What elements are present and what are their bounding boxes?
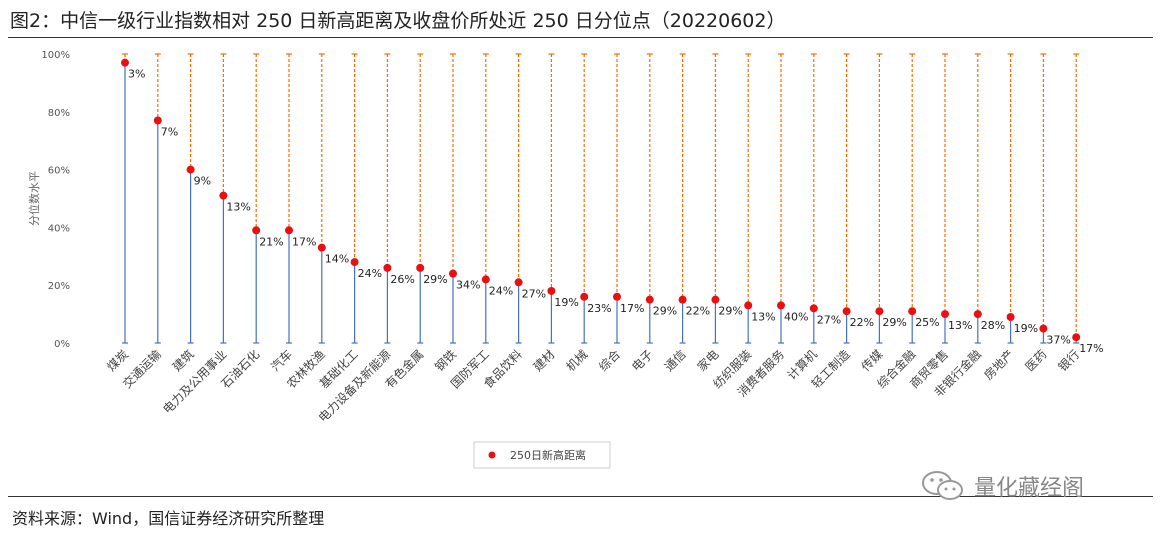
data-label: 29%: [423, 273, 447, 286]
data-label: 40%: [784, 310, 808, 323]
data-label: 37%: [1046, 334, 1070, 347]
watermark: 量化藏经阁: [920, 468, 1084, 504]
data-label: 17%: [292, 235, 316, 248]
category-label: 煤炭: [104, 347, 131, 374]
data-label: 27%: [817, 313, 841, 326]
data-label: 3%: [128, 68, 145, 81]
data-point: [580, 292, 589, 301]
data-label: 21%: [259, 235, 283, 248]
data-label: 7%: [161, 125, 178, 138]
data-label: 25%: [915, 316, 939, 329]
watermark-text: 量化藏经阁: [974, 476, 1085, 501]
y-axis-label: 分位数水平: [27, 171, 41, 226]
data-label: 19%: [1014, 322, 1038, 335]
data-point: [875, 307, 884, 316]
data-label: 14%: [325, 253, 349, 266]
data-point: [383, 263, 392, 272]
y-tick-label: 40%: [48, 223, 70, 234]
data-point: [186, 165, 195, 174]
y-tick-label: 60%: [48, 166, 70, 177]
y-tick-label: 100%: [41, 50, 70, 61]
data-point: [481, 275, 490, 284]
data-point: [285, 226, 293, 235]
data-point: [777, 301, 785, 310]
data-point: [416, 263, 425, 272]
wechat-icon: [922, 471, 963, 500]
category-label: 综合: [596, 347, 624, 375]
legend-label: 250日新高距离: [510, 448, 586, 462]
chart-area: 分位数水平0%20%40%60%80%100%3%煤炭7%交通运输9%建筑13%…: [27, 50, 1104, 469]
data-label: 17%: [1079, 342, 1103, 355]
legend-box: [473, 441, 611, 469]
data-point: [678, 295, 687, 304]
source-note: 资料来源：Wind，国信证券经济研究所整理: [12, 509, 325, 528]
category-label: 钢铁: [432, 347, 459, 374]
data-label: 29%: [653, 305, 677, 318]
data-point: [941, 310, 949, 319]
category-label: 通信: [662, 347, 689, 374]
chart-title: 图2：中信一级行业指数相对 250 日新高距离及收盘价所处近 250 日分位点（…: [10, 10, 786, 32]
category-label: 家电: [694, 347, 722, 375]
data-point: [1006, 312, 1015, 321]
data-point: [252, 226, 261, 235]
category-label: 房地产: [981, 347, 1017, 383]
data-label: 13%: [226, 201, 250, 214]
data-label: 24%: [358, 267, 382, 280]
data-label: 9%: [194, 175, 211, 188]
data-point: [1072, 333, 1081, 342]
data-label: 22%: [850, 316, 874, 329]
category-label: 传媒: [858, 347, 886, 375]
category-label: 汽车: [268, 347, 296, 375]
data-label: 13%: [948, 319, 972, 332]
data-label: 13%: [751, 310, 775, 323]
data-label: 28%: [981, 319, 1005, 332]
category-label: 机械: [563, 347, 591, 375]
data-point: [514, 278, 523, 287]
data-point: [153, 116, 162, 125]
data-point: [449, 269, 457, 278]
top-divider: [8, 37, 1153, 38]
y-tick-label: 0%: [54, 339, 70, 350]
data-point: [908, 307, 917, 316]
category-label: 电子: [629, 347, 656, 374]
data-point: [547, 286, 556, 295]
data-point: [317, 243, 326, 252]
data-label: 29%: [882, 316, 906, 329]
bottom-divider: [8, 496, 1153, 497]
data-point: [842, 307, 851, 316]
data-label: 23%: [587, 302, 611, 315]
category-label: 建筑: [169, 347, 197, 375]
data-point: [809, 304, 818, 313]
data-point: [121, 58, 129, 67]
data-label: 19%: [554, 296, 578, 309]
data-point: [613, 292, 621, 301]
data-point: [973, 310, 982, 319]
data-point: [219, 191, 228, 200]
data-label: 24%: [489, 284, 513, 297]
data-label: 34%: [456, 279, 480, 292]
data-label: 17%: [620, 302, 644, 315]
data-point: [711, 295, 720, 304]
data-label: 27%: [522, 287, 546, 300]
category-label: 建材: [531, 347, 558, 374]
data-point: [1039, 324, 1048, 333]
y-tick-label: 20%: [48, 281, 70, 292]
data-point: [350, 258, 359, 267]
y-tick-label: 80%: [48, 108, 70, 119]
data-label: 29%: [718, 305, 742, 318]
data-label: 22%: [686, 305, 710, 318]
data-label: 26%: [390, 273, 414, 286]
data-point: [645, 295, 654, 304]
legend-marker: [488, 451, 496, 459]
data-point: [744, 301, 753, 310]
category-label: 医药: [1023, 347, 1050, 374]
